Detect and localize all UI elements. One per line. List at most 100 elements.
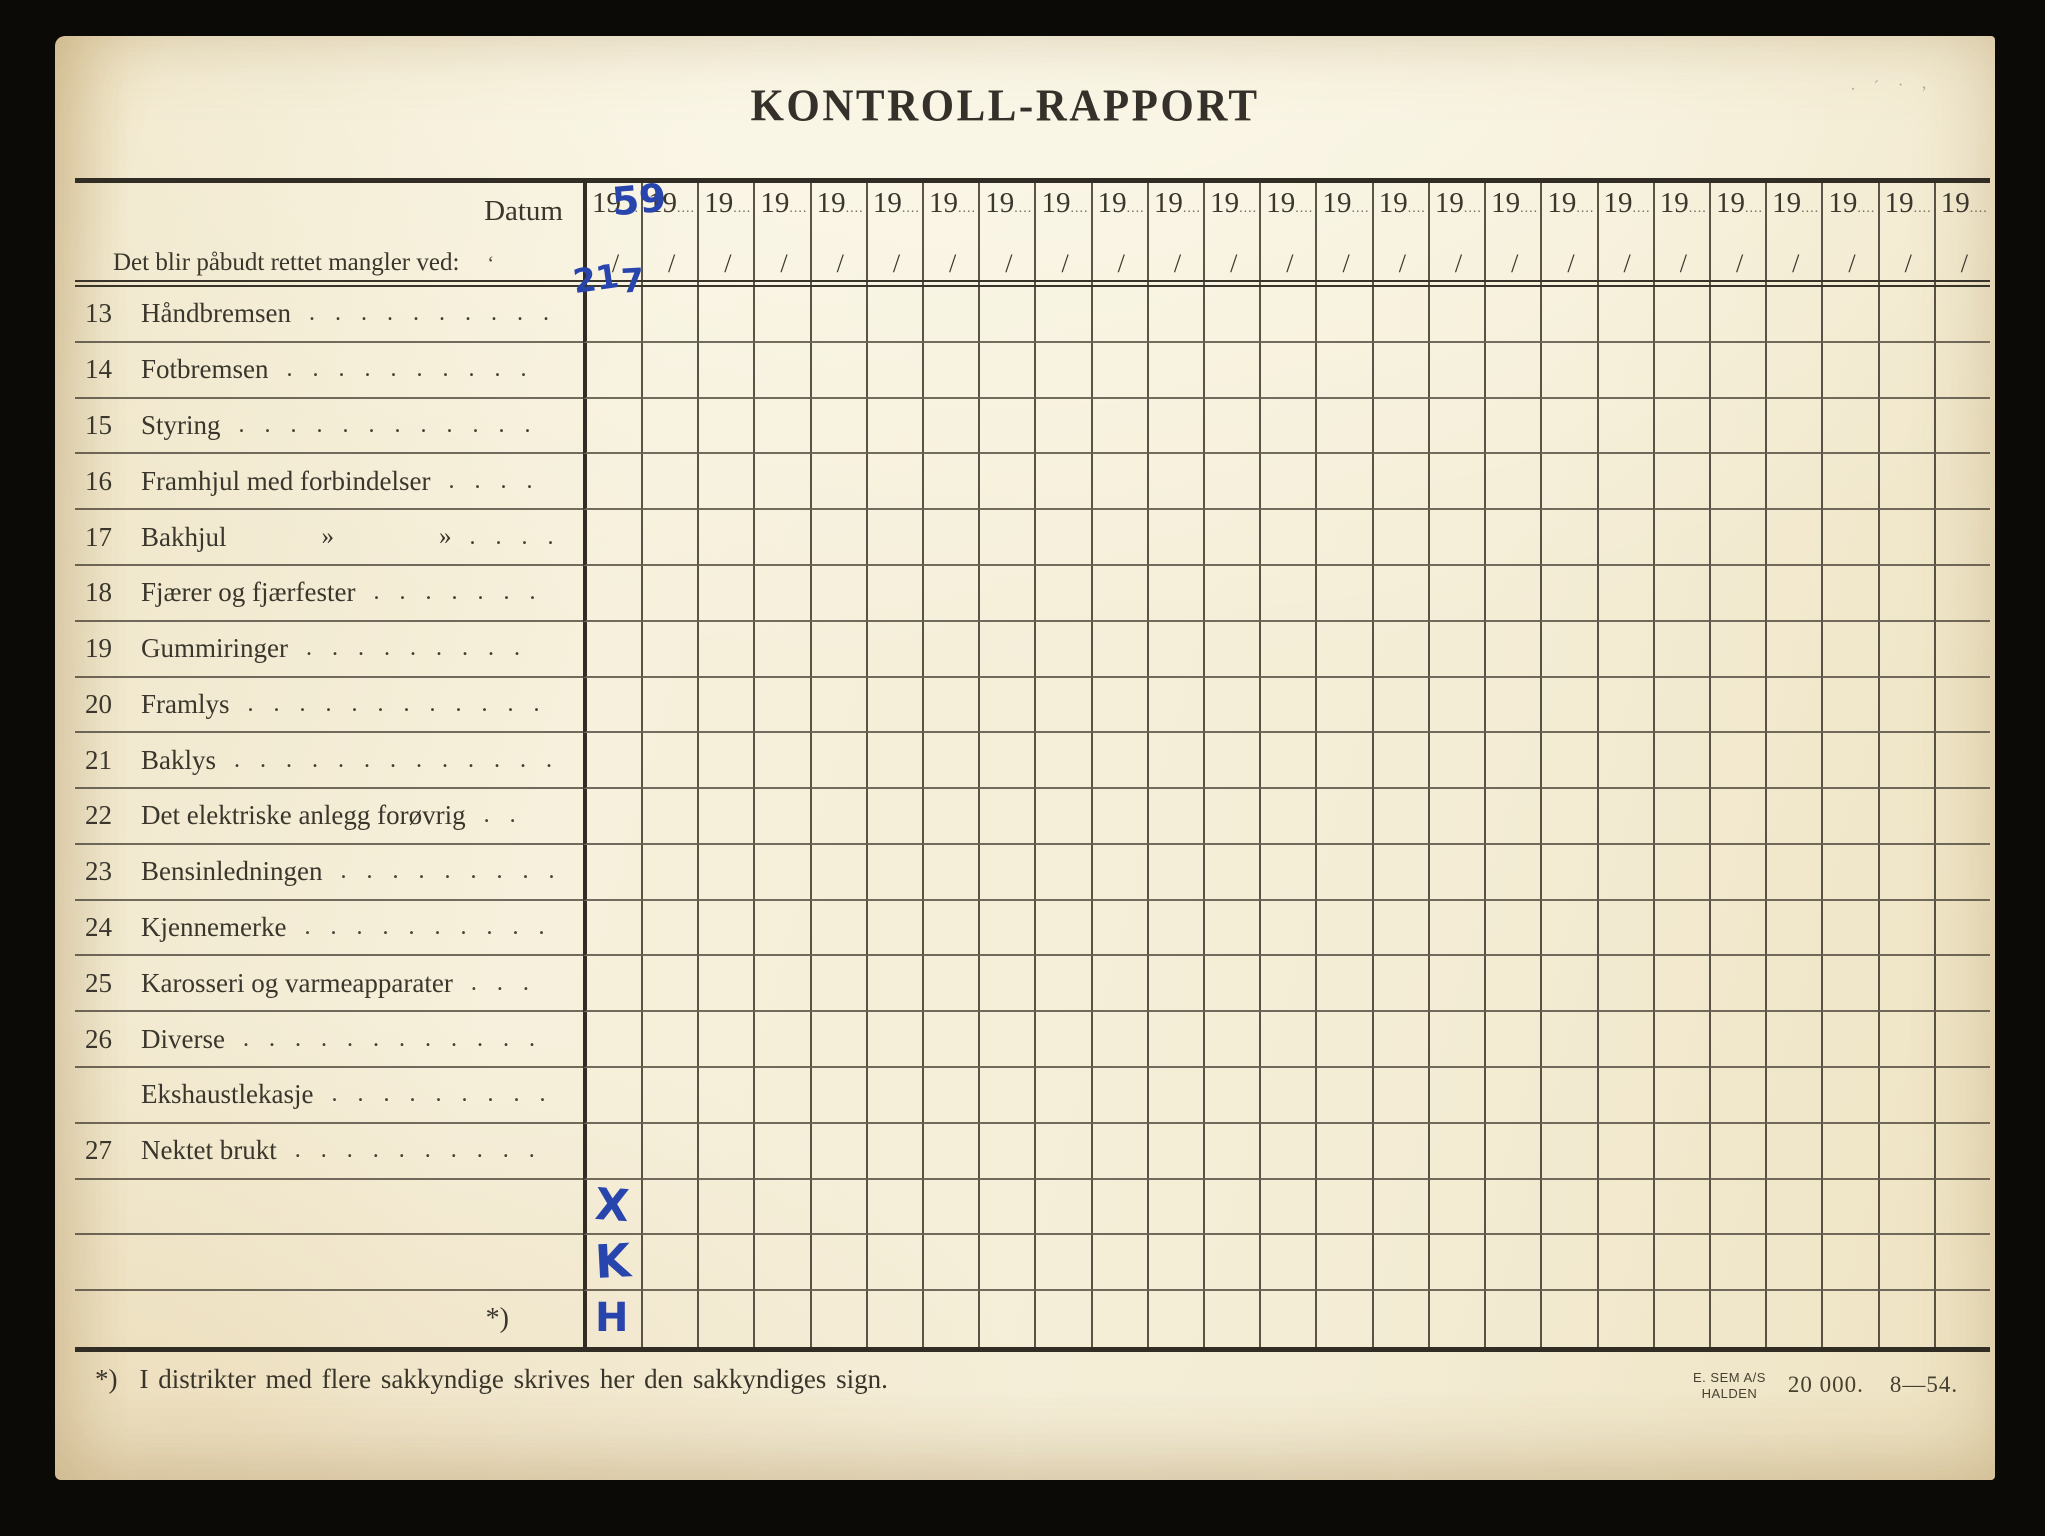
grid-cell (1315, 900, 1372, 957)
grid-cell (1877, 565, 1934, 622)
dotted-leader: . . . . . . . . . . . . (238, 411, 538, 438)
year-dotted-line: .... (1576, 201, 1595, 216)
grid-cell (1821, 733, 1878, 790)
grid-cell (697, 1012, 754, 1069)
grid-cell (1708, 1235, 1766, 1292)
grid-cell (1821, 510, 1878, 566)
row-label-text: Bensinledningen (141, 856, 323, 887)
dotted-leader: . . . . . . . . . . (294, 1137, 542, 1164)
grid-cell (1427, 789, 1485, 845)
grid-cell (1146, 621, 1204, 678)
grid-cell (978, 1123, 1035, 1180)
grid-cell (1034, 510, 1091, 566)
grid-cell (922, 342, 979, 399)
grid-cell (1371, 1012, 1428, 1069)
row-label-text: Nektet brukt (141, 1135, 277, 1166)
grid-cell (1652, 1291, 1709, 1347)
year-prefix: 19.... (592, 187, 639, 219)
grid-cell (1765, 287, 1822, 343)
year-dotted-line: .... (1744, 201, 1763, 216)
grid-cell: H (583, 1291, 641, 1347)
grid-cell (978, 956, 1035, 1013)
grid-cell (753, 287, 810, 343)
grid-cell (1259, 900, 1316, 957)
grid-cell (922, 844, 979, 901)
row-label-text: Baklys (141, 744, 217, 775)
grid-cell (1821, 342, 1878, 399)
grid-cell (865, 900, 923, 957)
header-date-cell: 19.... / (978, 183, 1034, 287)
grid-cell (1540, 1235, 1597, 1292)
grid-cell (753, 789, 810, 845)
grid-cell (1090, 1235, 1147, 1292)
grid-cell (1540, 956, 1597, 1013)
datum-label: Datum (484, 195, 563, 227)
year-prefix: 19.... (1491, 187, 1539, 219)
printer-imprint: E. SEM A/S HALDEN 20 000. 8—54. (1693, 1370, 1958, 1401)
grid-cell (865, 1179, 923, 1236)
grid-cell (697, 789, 754, 845)
grid-cell (1146, 789, 1204, 845)
grid-cell (697, 1123, 754, 1180)
grid-cell (1596, 789, 1653, 845)
header-date-cell: 19.... / (1315, 183, 1371, 287)
grid-cell (1427, 1179, 1485, 1236)
header-subtitle: Det blir påbudt rettet mangler ved: (113, 249, 460, 276)
grid-cell (809, 677, 866, 734)
row-label-text: Bakhjul (141, 521, 227, 552)
grid-cell: K (583, 1233, 641, 1292)
grid-cell (1034, 1123, 1091, 1180)
grid-cell (1371, 844, 1428, 901)
row-label: 22 Det elektriske anlegg forøvrig . . (75, 789, 583, 845)
grid-cell (1652, 510, 1709, 566)
handwritten-mark: K (593, 1233, 633, 1290)
grid-cell (1203, 900, 1260, 957)
grid-cell (1371, 1068, 1428, 1124)
grid-cell (1708, 956, 1766, 1013)
grid-cell (583, 844, 641, 901)
ink-tick-mark: ‘ (487, 253, 495, 275)
print-run-count: 20 000. (1787, 1372, 1864, 1397)
grid-cell (1427, 1012, 1485, 1069)
grid-cell (1540, 1123, 1597, 1180)
year-prefix: 19.... (1378, 187, 1426, 219)
year-dotted-line: .... (1351, 201, 1370, 216)
print-run-date: 8—54. (1889, 1372, 1959, 1397)
row-label-text: Fotbremsen (141, 354, 269, 385)
grid-cell (865, 789, 923, 845)
year-prefix: 19.... (1715, 187, 1763, 219)
date-slash: / (1848, 249, 1856, 278)
dotted-leader: . . . . . . . . . . (308, 300, 556, 327)
grid-cell (978, 454, 1035, 511)
grid-cell (583, 900, 641, 957)
grid-cell (1765, 1291, 1821, 1347)
grid-cell (1821, 900, 1878, 957)
grid-cell (865, 677, 923, 734)
grid-cell (1315, 1012, 1372, 1069)
grid-cell (922, 789, 979, 845)
grid-cell (1146, 565, 1204, 622)
grid-cell (1933, 342, 1990, 399)
grid-cell (1877, 454, 1934, 511)
date-slash: / (1173, 249, 1182, 278)
grid-cell (1315, 1291, 1371, 1347)
grid-cell (1427, 398, 1485, 455)
grid-cell (1708, 677, 1766, 734)
row-number: 22 (85, 800, 112, 831)
date-slash: / (1792, 249, 1800, 278)
grid-cell (1203, 398, 1260, 455)
grid-cell (1540, 1068, 1597, 1124)
blank-row-label (75, 1180, 583, 1236)
grid-cell (697, 398, 754, 455)
grid-cell (1877, 510, 1934, 566)
grid-cell (1427, 1235, 1485, 1292)
printer-firm: E. SEM A/S HALDEN (1693, 1370, 1766, 1401)
grid-cell (1596, 454, 1653, 511)
grid-cell (1540, 789, 1597, 845)
grid-cell (1933, 956, 1990, 1013)
grid-cell (1765, 900, 1822, 957)
year-dotted-line: .... (621, 201, 639, 216)
header-date-cell: 19.... / (1146, 183, 1203, 287)
grid-cell (1034, 900, 1091, 957)
grid-cell (1708, 1012, 1766, 1069)
